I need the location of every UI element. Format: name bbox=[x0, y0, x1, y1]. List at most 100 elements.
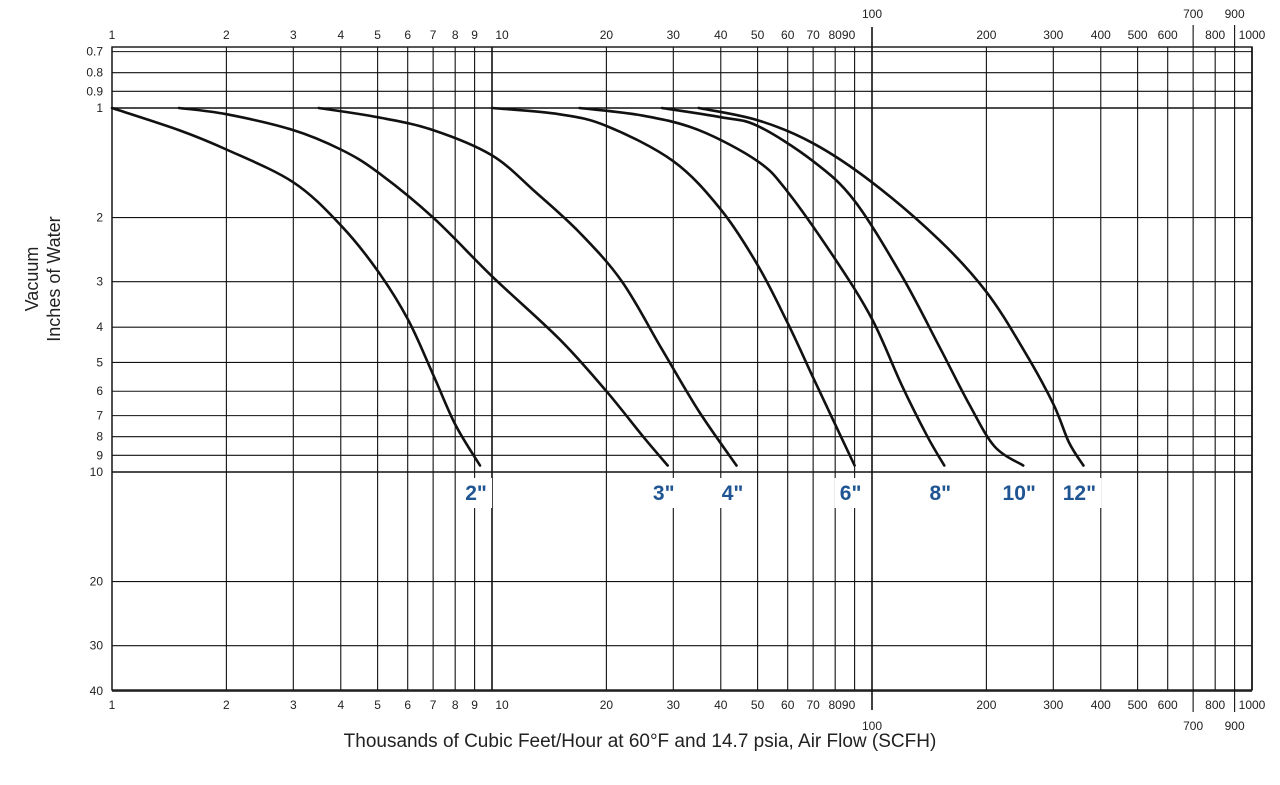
y-tick-label: 4 bbox=[96, 320, 103, 334]
x-tick-label-top: 70 bbox=[806, 28, 820, 42]
series-label-7: 12" bbox=[1063, 482, 1096, 505]
x-tick-label-bottom: 80 bbox=[828, 698, 842, 712]
series-curve-6 bbox=[660, 106, 1025, 467]
x-tick-label-top: 2 bbox=[223, 28, 230, 42]
series-label-bg-7 bbox=[1057, 478, 1102, 508]
x-tick-label-top: 80 bbox=[828, 28, 842, 42]
y-tick-label: 3 bbox=[96, 275, 103, 289]
series-label-5: 8" bbox=[930, 482, 952, 505]
series-label-1: 2" bbox=[465, 482, 487, 505]
x-tick-label-bottom: 2 bbox=[223, 698, 230, 712]
x-tick-label-top: 900 bbox=[1225, 7, 1245, 21]
series-label-2: 3" bbox=[653, 482, 675, 505]
x-tick-label-bottom: 3 bbox=[290, 698, 297, 712]
x-tick-label-bottom: 9 bbox=[471, 698, 478, 712]
x-axis-label: Thousands of Cubic Feet/Hour at 60°F and… bbox=[343, 731, 937, 752]
x-tick-label-top: 3 bbox=[290, 28, 297, 42]
x-tick-label-top: 700 bbox=[1183, 7, 1203, 21]
x-tick-label-top: 4 bbox=[337, 28, 344, 42]
series-curve-7 bbox=[697, 106, 1085, 467]
x-tick-label-bottom: 300 bbox=[1043, 698, 1063, 712]
x-tick-label-bottom: 90 bbox=[842, 698, 856, 712]
x-tick-label-top: 6 bbox=[404, 28, 411, 42]
y-tick-label: 7 bbox=[96, 409, 103, 423]
x-tick-label-bottom: 5 bbox=[374, 698, 381, 712]
x-tick-label-top: 8 bbox=[452, 28, 459, 42]
x-tick-label-top: 10 bbox=[495, 28, 509, 42]
x-tick-label-bottom: 4 bbox=[337, 698, 344, 712]
x-tick-label-top: 20 bbox=[600, 28, 614, 42]
x-tick-label-top: 50 bbox=[751, 28, 765, 42]
x-tick-label-bottom: 6 bbox=[404, 698, 411, 712]
x-tick-label-bottom: 1000 bbox=[1239, 698, 1266, 712]
x-tick-label-bottom: 70 bbox=[806, 698, 820, 712]
y-tick-label: 0.7 bbox=[86, 45, 103, 59]
y-axis-label-line-2: Inches of Water bbox=[44, 216, 64, 342]
x-tick-label-bottom: 40 bbox=[714, 698, 728, 712]
x-tick-label-bottom: 1 bbox=[109, 698, 116, 712]
y-axis-label: Vacuum Inches of Water bbox=[21, 169, 65, 389]
x-tick-label-bottom: 100 bbox=[862, 719, 882, 733]
series-curve-3 bbox=[317, 106, 738, 467]
series-label-bg-5 bbox=[924, 478, 957, 508]
x-tick-label-bottom: 10 bbox=[495, 698, 509, 712]
series-label-bg-1 bbox=[460, 478, 493, 508]
x-tick-label-bottom: 8 bbox=[452, 698, 459, 712]
series-label-6: 10" bbox=[1003, 482, 1036, 505]
y-tick-label: 9 bbox=[96, 448, 103, 462]
x-tick-label-top: 1 bbox=[109, 28, 116, 42]
series-label-bg-6 bbox=[997, 478, 1042, 508]
y-tick-label: 20 bbox=[90, 575, 104, 589]
x-tick-label-top: 800 bbox=[1205, 28, 1225, 42]
y-tick-label: 1 bbox=[96, 101, 103, 115]
x-tick-label-top: 200 bbox=[976, 28, 996, 42]
x-tick-label-bottom: 30 bbox=[667, 698, 681, 712]
x-tick-label-top: 60 bbox=[781, 28, 795, 42]
series-curve-5 bbox=[578, 106, 946, 467]
series-label-bg-2 bbox=[647, 478, 680, 508]
x-tick-label-bottom: 600 bbox=[1158, 698, 1178, 712]
y-tick-label: 0.8 bbox=[86, 66, 103, 80]
x-tick-label-bottom: 800 bbox=[1205, 698, 1225, 712]
y-tick-label: 2 bbox=[96, 211, 103, 225]
x-tick-label-bottom: 7 bbox=[430, 698, 437, 712]
y-tick-label: 6 bbox=[96, 384, 103, 398]
x-tick-label-top: 7 bbox=[430, 28, 437, 42]
x-tick-label-bottom: 500 bbox=[1128, 698, 1148, 712]
x-tick-label-bottom: 200 bbox=[976, 698, 996, 712]
x-tick-label-top: 40 bbox=[714, 28, 728, 42]
y-tick-label: 5 bbox=[96, 355, 103, 369]
series-curve-4 bbox=[490, 106, 856, 467]
series-label-4: 6" bbox=[840, 482, 862, 505]
x-tick-label-top: 5 bbox=[374, 28, 381, 42]
series-curve-2 bbox=[177, 106, 669, 467]
x-tick-label-top: 100 bbox=[862, 7, 882, 21]
x-tick-label-top: 9 bbox=[471, 28, 478, 42]
x-tick-label-top: 600 bbox=[1158, 28, 1178, 42]
series-label-bg-3 bbox=[716, 478, 749, 508]
x-tick-label-bottom: 20 bbox=[600, 698, 614, 712]
x-tick-label-top: 30 bbox=[667, 28, 681, 42]
x-tick-label-top: 1000 bbox=[1239, 28, 1266, 42]
y-tick-label: 40 bbox=[90, 684, 104, 698]
series-label-bg-4 bbox=[834, 478, 867, 508]
x-tick-label-bottom: 700 bbox=[1183, 719, 1203, 733]
series-label-3: 4" bbox=[722, 482, 744, 505]
x-tick-label-bottom: 60 bbox=[781, 698, 795, 712]
y-tick-label: 30 bbox=[90, 639, 104, 653]
y-tick-label: 0.9 bbox=[86, 84, 103, 98]
y-tick-label: 10 bbox=[90, 465, 104, 479]
y-tick-label: 8 bbox=[96, 430, 103, 444]
x-tick-label-top: 300 bbox=[1043, 28, 1063, 42]
x-tick-label-top: 500 bbox=[1128, 28, 1148, 42]
x-tick-label-top: 90 bbox=[842, 28, 856, 42]
x-tick-label-bottom: 900 bbox=[1225, 719, 1245, 733]
series-curve-1 bbox=[110, 106, 482, 467]
x-tick-label-bottom: 50 bbox=[751, 698, 765, 712]
plot-frame bbox=[111, 46, 1253, 691]
y-axis-label-line-1: Vacuum bbox=[22, 246, 42, 312]
x-tick-label-bottom: 400 bbox=[1091, 698, 1111, 712]
x-tick-label-top: 400 bbox=[1091, 28, 1111, 42]
